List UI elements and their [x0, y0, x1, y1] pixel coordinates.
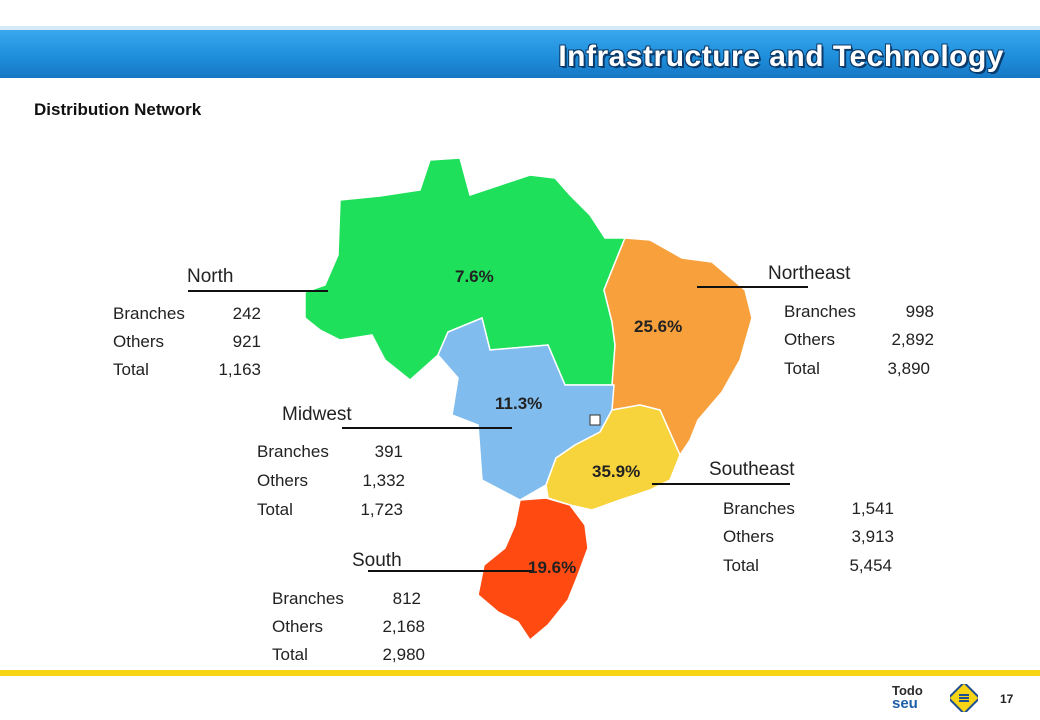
south-branches-value: 812	[392, 589, 421, 608]
page-title: Infrastructure and Technology	[558, 40, 1004, 73]
north-total-row: Total 1,163	[113, 360, 261, 384]
north-title: North	[187, 266, 234, 287]
section-subtitle: Distribution Network	[34, 100, 202, 119]
midwest-percent: 11.3%	[495, 394, 543, 413]
southeast-others-value: 3,913	[851, 527, 894, 546]
southeast-title: Southeast	[709, 459, 795, 480]
northeast-total-row: Total 3,890	[784, 359, 930, 383]
north-branches-row: Branches 242	[113, 304, 261, 328]
south-title: South	[352, 550, 402, 571]
footer-brand-top: Todo	[892, 683, 923, 698]
northeast-total-label: Total	[784, 359, 820, 378]
south-branches-row: Branches 812	[272, 589, 421, 613]
south-others-row: Others 2,168	[272, 617, 425, 641]
north-branches-label: Branches	[113, 304, 185, 323]
footer-brand-text: Todo seu	[892, 683, 923, 712]
header-banner-shadow	[0, 26, 1040, 30]
midwest-title: Midwest	[282, 404, 352, 425]
south-branches-label: Branches	[272, 589, 344, 608]
south-total-row: Total 2,980	[272, 645, 425, 669]
south-others-label: Others	[272, 617, 324, 636]
north-others-label: Others	[113, 332, 165, 351]
midwest-branches-label: Branches	[257, 442, 329, 461]
federal-district-shape	[589, 414, 601, 426]
northeast-others-label: Others	[784, 330, 836, 349]
north-others-value: 921	[232, 332, 261, 351]
southeast-branches-value: 1,541	[851, 499, 894, 518]
southeast-branches-row: Branches 1,541	[723, 499, 894, 523]
midwest-total-label: Total	[257, 500, 293, 519]
midwest-total-row: Total 1,723	[257, 500, 403, 524]
midwest-others-value: 1,332	[362, 471, 405, 490]
northeast-branches-row: Branches 998	[784, 302, 934, 326]
page-number: 17	[1000, 692, 1014, 706]
southeast-total-value: 5,454	[849, 556, 892, 575]
southeast-others-label: Others	[723, 527, 775, 546]
midwest-others-label: Others	[257, 471, 309, 490]
region-southeast-shape	[545, 404, 681, 511]
north-branches-value: 242	[232, 304, 261, 323]
north-percent: 7.6%	[455, 267, 494, 286]
northeast-others-value: 2,892	[891, 330, 934, 349]
southeast-total-label: Total	[723, 556, 759, 575]
midwest-others-row: Others 1,332	[257, 471, 405, 495]
footer-brand-bottom: seu	[892, 695, 918, 712]
midwest-branches-row: Branches 391	[257, 442, 403, 466]
southeast-percent: 35.9%	[592, 462, 641, 481]
northeast-total-value: 3,890	[887, 359, 930, 378]
north-others-row: Others 921	[113, 332, 261, 356]
south-percent: 19.6%	[528, 558, 577, 577]
north-total-value: 1,163	[218, 360, 261, 379]
south-total-value: 2,980	[382, 645, 425, 664]
footer-accent-bar	[0, 670, 1040, 676]
south-total-label: Total	[272, 645, 308, 664]
northeast-others-row: Others 2,892	[784, 330, 934, 354]
northeast-title: Northeast	[768, 263, 851, 284]
region-south-shape	[477, 497, 589, 642]
midwest-branches-value: 391	[374, 442, 403, 461]
south-others-value: 2,168	[382, 617, 425, 636]
midwest-total-value: 1,723	[360, 500, 403, 519]
header-banner	[0, 30, 1040, 78]
southeast-total-row: Total 5,454	[723, 556, 892, 580]
northeast-percent: 25.6%	[634, 317, 683, 336]
north-total-label: Total	[113, 360, 149, 379]
region-northeast-shape	[603, 237, 753, 457]
southeast-others-row: Others 3,913	[723, 527, 894, 551]
northeast-branches-value: 998	[905, 302, 934, 321]
southeast-branches-label: Branches	[723, 499, 795, 518]
northeast-branches-label: Branches	[784, 302, 856, 321]
banco-do-brasil-logo-icon	[950, 684, 978, 712]
